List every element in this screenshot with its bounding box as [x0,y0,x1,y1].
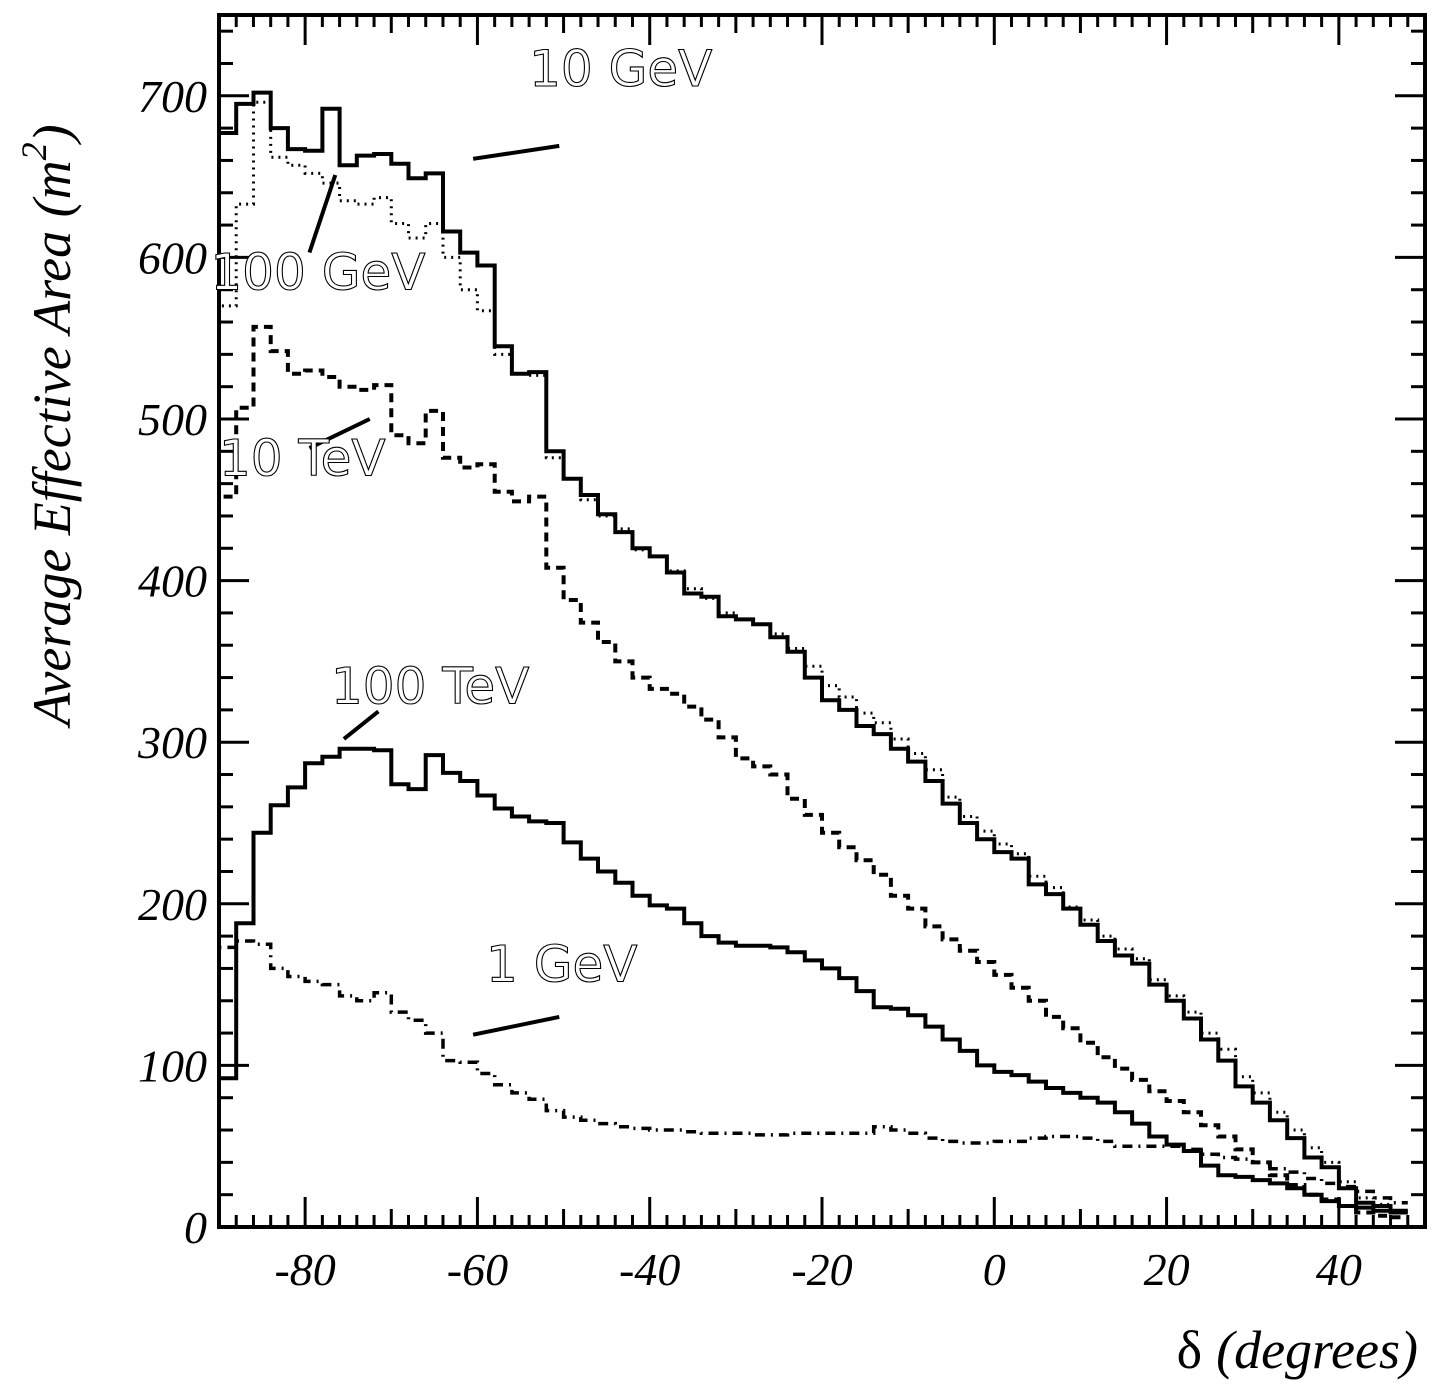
y-axis-title-main: Average Effective Area (m [22,160,82,728]
leader-line-100-gev [307,174,338,254]
leader-line-10-tev [308,417,371,450]
y-axis-title: Average Effective Area (m2) [14,124,82,728]
annotation-label-100-tev: 100 TeV [331,657,529,715]
annotation-label-10-tev: 10 TeV [219,430,386,488]
leader-line-100-tev [342,709,380,741]
x-axis-title-symbol: δ [1177,1320,1202,1380]
plot-frame [217,13,1427,1229]
y-tick-label: 0 [184,1202,207,1253]
annotation-label-1-gev: 1 GeV [486,935,637,993]
leader-line-10-gev [472,143,560,161]
y-tick-label: 200 [138,879,207,930]
x-tick-label: -40 [619,1244,680,1295]
annotation-label-10-gev: 10 GeV [529,40,712,98]
series-line-10-tev [217,324,1408,1227]
x-axis-title-unit: (degrees) [1216,1320,1418,1380]
annotation-label-100-gev: 100 GeV [210,244,425,302]
annotations-group: 10 GeV 100 GeV 10 TeV 100 TeV 1 GeV [210,40,713,1037]
tick-marks-group [217,15,1427,1229]
x-tick-label: -20 [791,1244,852,1295]
y-axis-title-superscript: 2 [14,142,54,160]
y-tick-label: 400 [138,556,207,607]
series-line-1-gev [217,939,1408,1227]
x-axis-title: δ (degrees) [1177,1320,1418,1380]
x-tick-label: 0 [983,1244,1006,1295]
x-tick-label: 20 [1144,1244,1190,1295]
leader-line-1-gev [472,1014,560,1037]
x-tick-label: 40 [1316,1244,1362,1295]
x-tick-label: -80 [274,1244,335,1295]
y-tick-label: 700 [138,71,207,122]
y-axis-title-close: ) [22,124,82,145]
x-tick-label: -60 [447,1244,508,1295]
y-tick-label: 600 [138,232,207,283]
series-group [217,90,1408,1227]
series-line-10-gev [217,90,1408,1227]
y-tick-label: 500 [138,394,207,445]
series-line-100-tev [217,746,1408,1227]
y-tick-label: 300 [137,717,207,768]
y-tick-label: 100 [138,1040,207,1091]
